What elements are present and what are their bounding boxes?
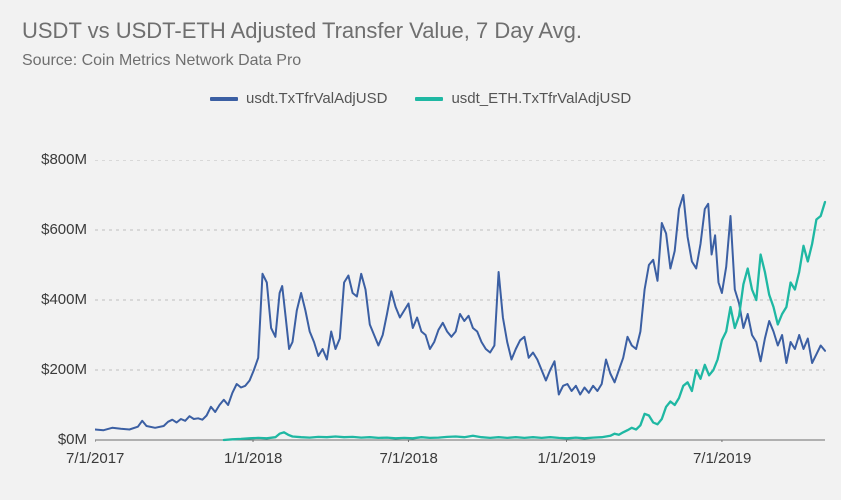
y-tick-label: $600M xyxy=(41,221,87,238)
chart-subtitle: Source: Coin Metrics Network Data Pro xyxy=(22,52,301,70)
x-tick-label: 1/1/2018 xyxy=(224,450,282,467)
legend-swatch xyxy=(415,97,443,101)
legend-swatch xyxy=(210,97,238,101)
legend-item: usdt.TxTfrValAdjUSD xyxy=(210,90,387,107)
series-line xyxy=(224,202,825,440)
chart-title: USDT vs USDT-ETH Adjusted Transfer Value… xyxy=(22,18,582,44)
chart-container: { "title": "USDT vs USDT-ETH Adjusted Tr… xyxy=(0,0,841,500)
legend-label: usdt_ETH.TxTfrValAdjUSD xyxy=(451,90,631,107)
x-tick-label: 1/1/2019 xyxy=(537,450,595,467)
legend-label: usdt.TxTfrValAdjUSD xyxy=(246,90,387,107)
y-tick-label: $200M xyxy=(41,361,87,378)
y-tick-label: $0M xyxy=(58,431,87,448)
x-tick-label: 7/1/2018 xyxy=(379,450,437,467)
chart-plot xyxy=(95,160,827,442)
x-tick-label: 7/1/2017 xyxy=(66,450,124,467)
legend-item: usdt_ETH.TxTfrValAdjUSD xyxy=(415,90,631,107)
y-tick-label: $400M xyxy=(41,291,87,308)
x-tick-label: 7/1/2019 xyxy=(693,450,751,467)
y-tick-label: $800M xyxy=(41,151,87,168)
chart-legend: usdt.TxTfrValAdjUSD usdt_ETH.TxTfrValAdjU… xyxy=(210,90,631,107)
